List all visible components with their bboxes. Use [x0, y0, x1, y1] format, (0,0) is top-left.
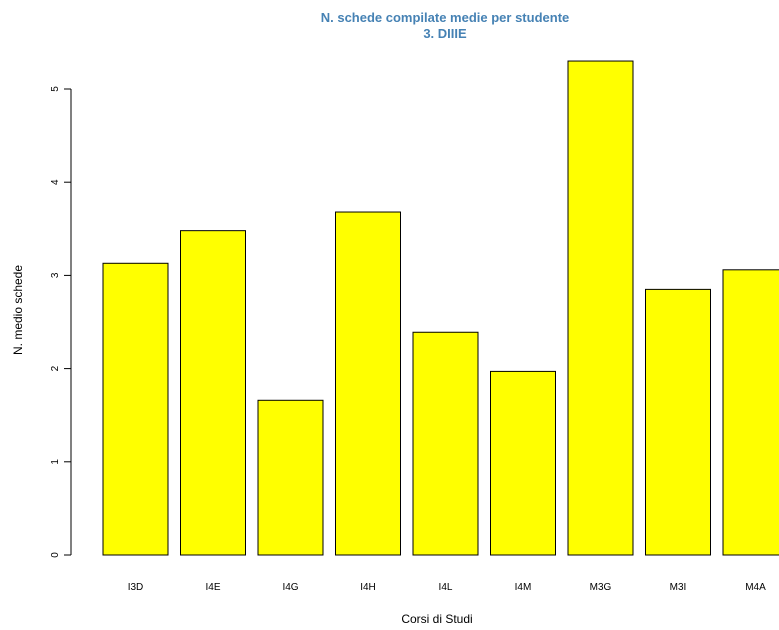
y-tick-label: 2	[50, 365, 61, 371]
x-tick-label-i4e: I4E	[205, 582, 220, 593]
x-tick-labels: I3D I4E I4G I4H I4L I4M M3G M3I M4A	[128, 582, 766, 593]
x-tick-label-m3g: M3G	[590, 582, 612, 593]
bar-i4g	[257, 399, 324, 556]
x-tick-label-i4g: I4G	[282, 582, 298, 593]
chart-title: N. schede compilate medie per studente	[321, 10, 570, 25]
x-tick-label-m3i: M3I	[670, 582, 687, 593]
y-axis-label: N. medio schede	[11, 265, 25, 355]
bars-group	[102, 60, 779, 556]
y-tick-label: 3	[50, 272, 61, 278]
x-tick-label-i4m: I4M	[515, 582, 532, 593]
x-tick-label-i4h: I4H	[360, 582, 376, 593]
bar-i4l	[412, 331, 479, 556]
bar-i4m	[490, 370, 556, 556]
x-axis-label: Corsi di Studi	[401, 612, 472, 626]
y-tick-label: 0	[50, 552, 61, 558]
bar-m3i	[645, 288, 711, 556]
bar-i4h	[335, 211, 401, 556]
bar-m4a	[722, 269, 779, 556]
y-axis: 0 1 2 3 4 5	[50, 86, 72, 558]
chart-subtitle: 3. DIIIE	[423, 26, 467, 41]
bar-m3g	[567, 60, 634, 556]
y-tick-label: 1	[50, 459, 61, 465]
y-tick-label: 4	[50, 179, 61, 185]
x-tick-label-i4l: I4L	[439, 582, 453, 593]
x-tick-label-i3d: I3D	[128, 582, 144, 593]
y-tick-label: 5	[50, 86, 61, 92]
bar-i3d	[102, 262, 169, 556]
bar-i4e	[180, 230, 246, 556]
x-tick-label-m4a: M4A	[745, 582, 766, 593]
